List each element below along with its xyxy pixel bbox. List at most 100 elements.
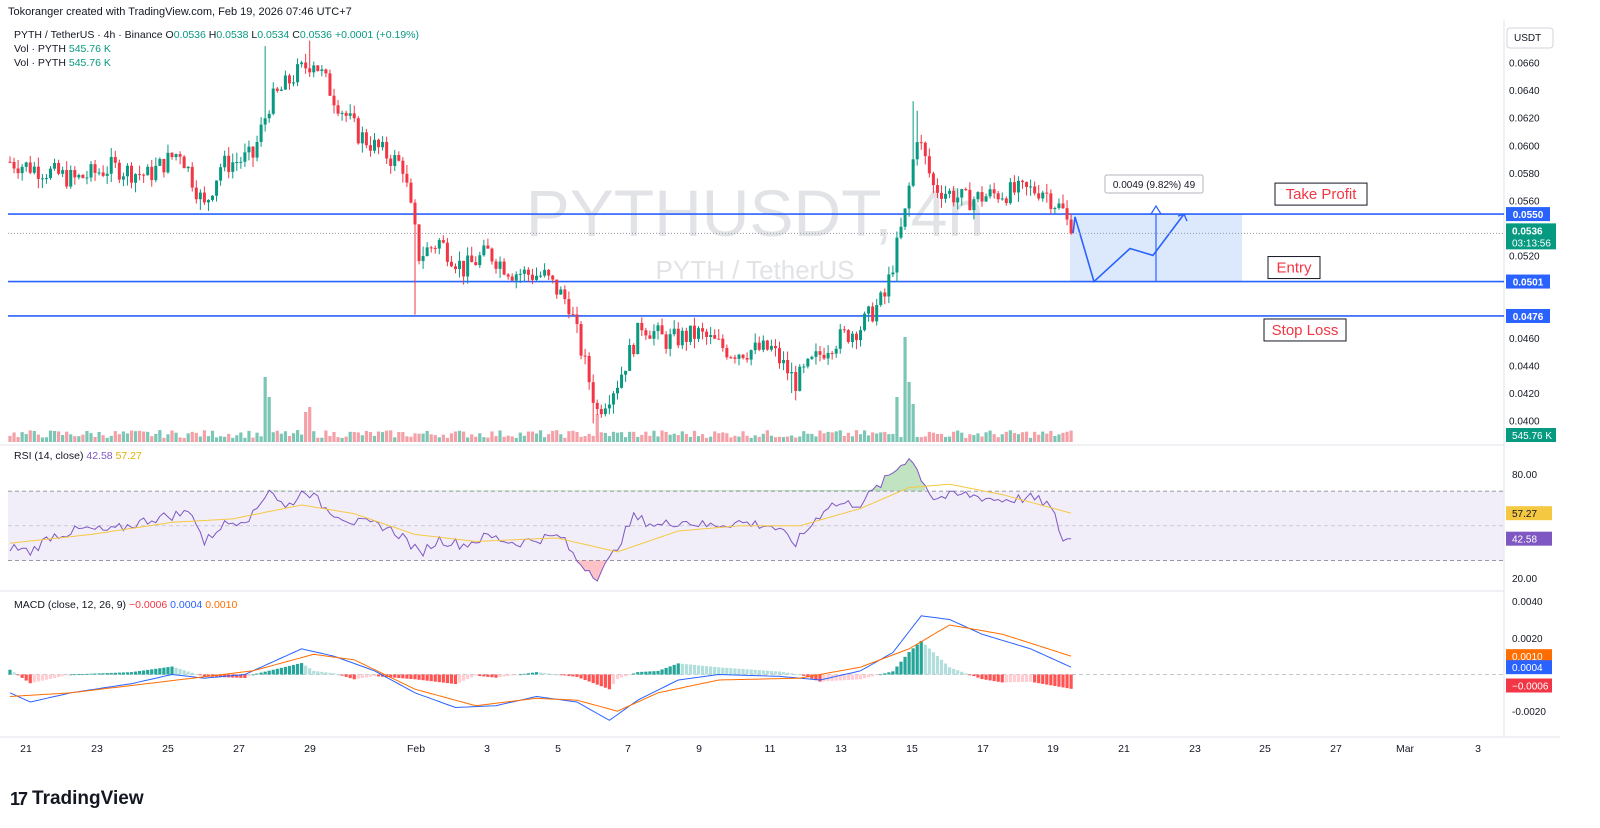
- macd-legend[interactable]: MACD (close, 12, 26, 9) −0.0006 0.0004 0…: [14, 599, 237, 611]
- volume-bar: [773, 437, 778, 442]
- macd-histogram-bar: [1008, 674, 1012, 683]
- volume-bar: [498, 430, 502, 442]
- candle: [259, 117, 263, 147]
- tradingview-logo[interactable]: 17 TradingView: [10, 788, 144, 810]
- volume-bar: [490, 431, 494, 442]
- volume-bar: [32, 430, 36, 442]
- entry-label-frame: [1267, 256, 1321, 280]
- trading-chart[interactable]: PYTHUSDT, 4h PYTH / TetherUS 0.0049 (9.8…: [0, 0, 1600, 780]
- macd-histogram-bar: [263, 671, 267, 675]
- candle: [948, 188, 952, 199]
- candle: [842, 325, 846, 333]
- candle-body: [822, 354, 826, 359]
- macd-line-tag: [1506, 660, 1552, 675]
- volume-bar: [696, 436, 701, 442]
- macd-histogram-bar: [555, 674, 559, 676]
- candle-body: [595, 402, 599, 409]
- volume-bar: [761, 433, 765, 442]
- macd-histogram-bar: [664, 667, 668, 675]
- macd-histogram-bar: [453, 674, 458, 685]
- candle-body: [567, 299, 571, 315]
- volume-bar: [624, 437, 628, 442]
- macd-histogram-bar: [506, 674, 510, 677]
- macd-histogram-bar: [44, 674, 49, 680]
- candle-body: [263, 118, 267, 125]
- volume-bar: [166, 434, 170, 442]
- macd-histogram-bar: [931, 652, 935, 675]
- volume-bar: [194, 432, 198, 442]
- candle-body: [65, 170, 69, 187]
- macd-histogram-bar: [611, 674, 616, 685]
- volume-legend-1[interactable]: Vol · PYTH 545.76 K: [14, 43, 111, 55]
- volume-bar: [405, 436, 409, 442]
- volume-bar: [514, 437, 518, 442]
- candle: [32, 161, 36, 175]
- rsi-legend[interactable]: RSI (14, close) 42.58 57.27: [14, 450, 142, 462]
- volume-bar: [895, 397, 899, 442]
- macd-histogram-bar: [304, 665, 308, 675]
- candle-body: [344, 112, 348, 116]
- candle: [332, 88, 336, 114]
- volume-bar: [717, 433, 721, 442]
- volume-bar: [538, 430, 543, 442]
- macd-histogram-bar: [77, 674, 81, 675]
- candle: [818, 346, 822, 362]
- macd-histogram-bar: [482, 674, 486, 677]
- candle: [279, 86, 283, 92]
- candle: [996, 190, 1000, 203]
- candle-body: [502, 261, 506, 275]
- macd-histogram-bar: [320, 671, 324, 675]
- candle: [518, 268, 522, 283]
- symbol-legend[interactable]: PYTH / TetherUS · 4h · Binance O0.0536 H…: [14, 29, 419, 41]
- candle-body: [838, 329, 842, 349]
- volume-bar: [923, 436, 927, 442]
- candle-body: [279, 89, 283, 91]
- rsi-line[interactable]: [9, 457, 1072, 582]
- macd-histogram-bar: [713, 666, 717, 675]
- candle-body: [105, 173, 109, 176]
- volume-bar: [158, 430, 162, 442]
- candle: [960, 188, 964, 206]
- candle: [624, 370, 628, 382]
- candle: [769, 339, 773, 352]
- macd-histogram-bar: [12, 672, 16, 675]
- candle-body: [603, 408, 607, 415]
- macd-histogram-bar: [409, 674, 413, 679]
- currency-button[interactable]: [1506, 27, 1554, 49]
- candle-body: [539, 275, 543, 277]
- macd-histogram-bar: [737, 668, 741, 675]
- candle-body: [441, 240, 445, 243]
- candle-body: [101, 172, 105, 176]
- candle-body: [89, 164, 93, 178]
- macd-line[interactable]: [9, 615, 1072, 721]
- price-tick-label: 0.0620: [1509, 114, 1540, 125]
- take-profit-label-box[interactable]: Take Profit: [1274, 182, 1368, 206]
- macd-histogram-bar: [425, 674, 429, 681]
- volume-tag: [1506, 428, 1556, 442]
- candle: [502, 258, 506, 276]
- candle-body: [117, 162, 121, 180]
- candle: [158, 157, 162, 167]
- macd-signal-line[interactable]: [9, 624, 1072, 712]
- candle: [773, 339, 777, 357]
- stop-loss-label-box[interactable]: Stop Loss: [1263, 318, 1347, 342]
- candle: [490, 247, 494, 265]
- projected-path[interactable]: [1072, 213, 1185, 284]
- entry-label-box[interactable]: Entry: [1267, 256, 1321, 280]
- macd-histogram-bar: [1065, 674, 1069, 689]
- candle-body: [599, 408, 603, 415]
- volume-legend-2[interactable]: Vol · PYTH 545.76 K: [14, 57, 111, 69]
- macd-histogram-bar: [806, 674, 810, 678]
- rsi-ma-line[interactable]: [9, 483, 1072, 553]
- volume-bar: [437, 437, 441, 442]
- candle-body: [364, 132, 368, 146]
- macd-histogram-bar: [867, 674, 871, 678]
- macd-histogram-bar: [717, 667, 721, 675]
- volume-bar: [830, 432, 834, 442]
- macd-histogram-bar: [656, 670, 660, 675]
- candle-body: [984, 196, 988, 202]
- macd-histogram-bar: [186, 671, 190, 675]
- candle-body: [405, 173, 409, 183]
- volume-bar: [48, 430, 53, 442]
- volume-bar: [1008, 430, 1012, 442]
